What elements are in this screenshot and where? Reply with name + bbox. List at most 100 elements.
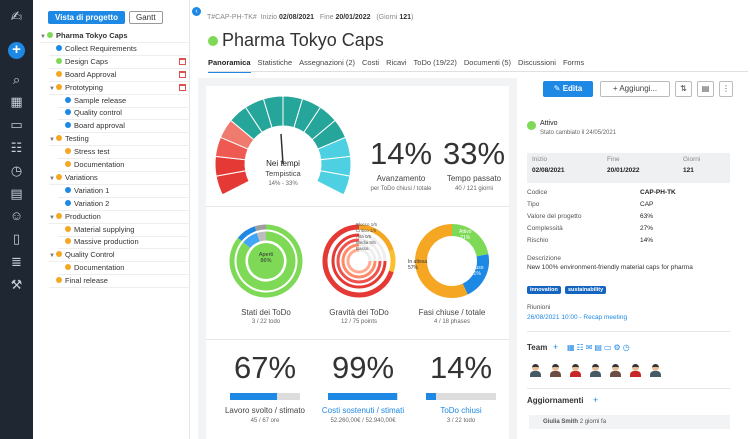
donut-segment[interactable]	[243, 232, 260, 249]
create-icon[interactable]: +	[8, 42, 25, 59]
tree-node[interactable]: ▼ Testing	[49, 133, 190, 147]
tree-node[interactable]: Quality control	[58, 107, 190, 121]
team-avatar[interactable]	[650, 364, 661, 377]
donut-segment[interactable]	[336, 238, 382, 284]
document-icon[interactable]: ▯	[12, 231, 21, 246]
kpi-label[interactable]: Costi sostenuti / stimati	[321, 406, 405, 415]
expand-icon[interactable]: ▼	[49, 253, 55, 260]
donut-segment[interactable]	[331, 233, 387, 289]
sort-icon[interactable]: ⇅	[675, 81, 692, 97]
donut-segment[interactable]	[358, 233, 387, 262]
phase-active-label: Attivo 21%	[459, 229, 472, 241]
search-icon[interactable]: ⌕	[12, 72, 21, 87]
tag-innovation[interactable]: innovation	[527, 286, 561, 294]
donut-segment[interactable]	[388, 249, 396, 273]
tree-node[interactable]: Board Approval	[49, 69, 190, 82]
add-button[interactable]: + Aggiungi...	[600, 81, 670, 97]
status-dot	[65, 264, 71, 271]
tree-node[interactable]: ▼ Prototyping	[49, 82, 190, 95]
donut-segment[interactable]	[256, 231, 267, 242]
donut-segment[interactable]	[229, 224, 303, 298]
team-avatar[interactable]	[530, 364, 541, 377]
tree-node[interactable]: Sample release	[58, 95, 190, 108]
tree-node[interactable]: Documentation	[58, 159, 190, 172]
tab-item[interactable]: Statistiche	[257, 58, 293, 67]
status-dot	[47, 32, 53, 38]
donut-segment[interactable]	[236, 231, 296, 291]
expand-icon[interactable]: ▼	[49, 137, 55, 144]
expand-icon[interactable]: ▼	[49, 175, 55, 182]
field-key: Valore del progetto	[527, 213, 582, 220]
donut-segment[interactable]	[341, 243, 377, 279]
tree-node[interactable]: Stress test	[58, 146, 190, 160]
donut-segment[interactable]	[415, 224, 468, 298]
team-avatar[interactable]	[550, 364, 561, 377]
phases-donut[interactable]	[412, 221, 492, 301]
tree-node[interactable]: Collect Requirements	[49, 43, 190, 56]
donut-segment[interactable]	[358, 224, 394, 252]
donut-segment[interactable]	[322, 224, 394, 298]
kpi-label[interactable]: ToDo chiusi	[440, 406, 482, 415]
expand-icon[interactable]: ▼	[49, 85, 55, 92]
dashboard-icon[interactable]: ▦	[10, 94, 23, 109]
tab-item[interactable]: Forms	[562, 58, 585, 67]
print-icon[interactable]: ▤	[697, 81, 714, 97]
tree-node[interactable]: Board approval	[58, 120, 190, 134]
gantt-button[interactable]: Gantt	[128, 11, 163, 24]
team-avatar[interactable]	[610, 364, 621, 377]
people-icon[interactable]: ☺	[9, 208, 24, 223]
donut-segment[interactable]	[237, 226, 257, 242]
tree-node[interactable]: Massive production	[58, 236, 190, 250]
tree-node[interactable]: Design Caps	[49, 56, 190, 69]
wrench-icon[interactable]: ⚒	[10, 277, 23, 292]
clock-icon[interactable]: ◷	[10, 163, 23, 178]
donut-segment[interactable]	[451, 224, 489, 257]
tree-node[interactable]: ▼ Pharma Tokyo Caps	[40, 30, 190, 43]
tree-node[interactable]: ▼ Quality Control	[49, 249, 190, 263]
calendar-icon[interactable]: ▤	[10, 186, 23, 201]
more-icon[interactable]: ⋮	[719, 81, 733, 97]
todo-severity-donut[interactable]	[319, 221, 399, 301]
todo-icon[interactable]: ☷	[10, 140, 23, 155]
donut-segment[interactable]	[462, 254, 489, 295]
meeting-link[interactable]: 26/08/2021 10:00 - Recap meeting	[527, 314, 628, 321]
tab-item[interactable]: Assegnazioni (2)	[299, 58, 356, 67]
tree-node[interactable]: Variation 2	[58, 198, 190, 211]
tree-node-label: Massive production	[74, 237, 139, 247]
app-logo-icon[interactable]: ✍	[10, 8, 23, 24]
briefcase-icon[interactable]: ▭	[10, 117, 23, 132]
tree-node[interactable]: Final release	[49, 275, 190, 289]
tree-node[interactable]: Documentation	[58, 262, 190, 276]
donut-segment[interactable]	[358, 248, 372, 262]
tree-node[interactable]: Variation 1	[58, 185, 190, 198]
tab-item[interactable]: Ricavi	[386, 58, 407, 67]
donut-segment[interactable]	[358, 238, 382, 262]
collapse-icon[interactable]: ‹	[192, 7, 201, 16]
donut-segment[interactable]	[254, 224, 267, 232]
tab-item[interactable]: Discussioni	[518, 58, 556, 67]
tab-item[interactable]: Documenti (5)	[463, 58, 511, 67]
team-avatar[interactable]	[590, 364, 601, 377]
team-add-icon[interactable]: +	[553, 342, 559, 352]
tag-sustainability[interactable]: sustainability	[565, 286, 607, 294]
todo-status-donut[interactable]	[226, 221, 306, 301]
tab-item[interactable]: ToDo (19/22)	[413, 58, 457, 67]
tree-node[interactable]: ▼ Production	[49, 211, 190, 224]
donut-segment[interactable]	[346, 248, 372, 274]
kpi-sub: 3 / 22 todo	[446, 418, 476, 424]
tree-node[interactable]: Material supplying	[58, 224, 190, 237]
project-view-button[interactable]: Vista di progetto	[48, 11, 125, 24]
update-item[interactable]: Giulia Smith 2 giorni fa	[529, 415, 730, 429]
edit-button[interactable]: ✎ Edita	[543, 81, 593, 97]
expand-icon[interactable]: ▼	[49, 214, 55, 221]
donut-segment[interactable]	[358, 243, 377, 262]
tab-item[interactable]: Costi	[362, 58, 380, 67]
stack-icon[interactable]: ≣	[11, 254, 22, 269]
updates-add-icon[interactable]: +	[593, 395, 599, 405]
team-avatar[interactable]	[630, 364, 641, 377]
tab-item[interactable]: Panoramica	[208, 58, 251, 73]
tree-node[interactable]: ▼ Variations	[49, 172, 190, 185]
team-tools-icons[interactable]: ▦☷✉▤▭⚙◷	[567, 343, 632, 352]
expand-icon[interactable]: ▼	[40, 34, 46, 40]
team-avatar[interactable]	[570, 364, 581, 377]
